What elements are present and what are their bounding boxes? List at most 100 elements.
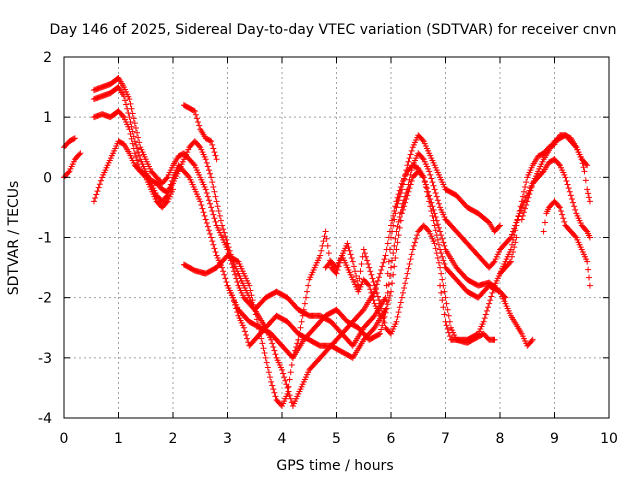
data-point-marker: [583, 227, 590, 234]
chart-title: Day 146 of 2025, Sidereal Day-to-day VTE…: [50, 22, 617, 38]
data-point-marker: [568, 195, 575, 202]
data-point-marker: [440, 257, 447, 264]
data-point-marker: [300, 306, 307, 313]
data-point-marker: [77, 150, 84, 157]
data-point-marker: [392, 235, 399, 242]
data-point-marker: [323, 235, 330, 242]
data-point-marker: [442, 318, 449, 325]
data-point-marker: [584, 258, 591, 265]
data-point-marker: [514, 217, 521, 224]
data-point-marker: [390, 250, 397, 257]
data-point-marker: [126, 114, 133, 121]
data-point-marker: [379, 322, 386, 329]
data-point-marker: [271, 347, 278, 354]
data-point-marker: [584, 186, 591, 193]
data-point-marker: [399, 289, 406, 296]
y-tick-label: -4: [38, 411, 52, 427]
x-tick-label: 9: [550, 431, 559, 447]
data-point-marker: [221, 229, 228, 236]
data-point-marker: [248, 292, 255, 299]
data-point-marker: [584, 162, 591, 169]
data-point-marker: [284, 390, 291, 397]
x-axis-label: GPS time / hours: [276, 458, 393, 474]
data-point-marker: [221, 271, 228, 278]
data-point-marker: [211, 149, 218, 156]
data-point-marker: [190, 107, 197, 114]
data-point-marker: [190, 161, 197, 168]
data-point-marker: [302, 294, 309, 301]
data-point-marker: [426, 168, 433, 175]
data-point-marker: [444, 306, 451, 313]
data-point-marker: [399, 206, 406, 213]
data-point-marker: [559, 211, 566, 218]
data-point-marker: [136, 152, 143, 159]
data-point-marker: [223, 279, 230, 286]
data-point-marker: [211, 215, 218, 222]
data-point-marker: [376, 274, 383, 281]
data-point-marker: [243, 331, 250, 338]
data-point-marker: [287, 369, 294, 376]
data-point-marker: [94, 188, 101, 195]
data-point-marker: [347, 251, 354, 258]
data-point-marker: [419, 155, 426, 162]
data-point-marker: [408, 147, 415, 154]
data-point-marker: [440, 239, 447, 246]
data-point-marker: [539, 169, 546, 176]
data-point-marker: [566, 188, 573, 195]
data-point-marker: [163, 199, 170, 206]
data-point-marker: [512, 227, 519, 234]
data-point-marker: [391, 208, 398, 215]
data-point-marker: [523, 202, 530, 209]
data-point-marker: [571, 203, 578, 210]
data-point-marker: [405, 158, 412, 165]
data-point-marker: [408, 177, 415, 184]
data-point-marker: [501, 293, 508, 300]
data-point-marker: [131, 120, 138, 127]
series-day-7: [180, 222, 520, 409]
data-point-marker: [385, 281, 392, 288]
data-point-marker: [384, 240, 391, 247]
data-point-marker: [93, 191, 100, 198]
data-point-marker: [513, 222, 520, 229]
data-point-marker: [393, 204, 400, 211]
data-point-marker: [246, 282, 253, 289]
data-point-marker: [163, 175, 170, 182]
data-point-marker: [304, 288, 311, 295]
data-point-marker: [401, 285, 408, 292]
data-point-marker: [71, 135, 78, 142]
series-day-11: [437, 282, 498, 346]
data-point-marker: [441, 311, 448, 318]
data-point-marker: [483, 307, 490, 314]
data-point-marker: [241, 328, 248, 335]
data-point-marker: [131, 150, 138, 157]
data-point-marker: [431, 240, 438, 247]
data-point-marker: [438, 250, 445, 257]
data-point-marker: [519, 193, 526, 200]
data-point-marker: [125, 109, 132, 116]
data-point-marker: [482, 311, 489, 318]
data-point-marker: [244, 335, 251, 342]
data-point-marker: [439, 235, 446, 242]
data-point-marker: [129, 140, 136, 147]
data-point-marker: [556, 204, 563, 211]
data-point-marker: [208, 204, 215, 211]
data-point-marker: [322, 228, 329, 235]
data-point-marker: [517, 203, 524, 210]
data-point-marker: [407, 151, 414, 158]
data-point-marker: [507, 258, 514, 265]
data-point-marker: [211, 188, 218, 195]
data-point-marker: [251, 306, 258, 313]
data-point-marker: [406, 260, 413, 267]
data-point-marker: [202, 216, 209, 223]
data-point-marker: [486, 300, 493, 307]
data-point-marker: [586, 274, 593, 281]
data-point-marker: [522, 183, 529, 190]
data-point-marker: [268, 336, 275, 343]
data-point-marker: [485, 304, 492, 311]
data-point-marker: [570, 199, 577, 206]
data-point-marker: [270, 386, 277, 393]
data-point-marker: [564, 181, 571, 188]
data-point-marker: [207, 200, 214, 207]
data-point-marker: [200, 209, 207, 216]
data-point-marker: [299, 312, 306, 319]
